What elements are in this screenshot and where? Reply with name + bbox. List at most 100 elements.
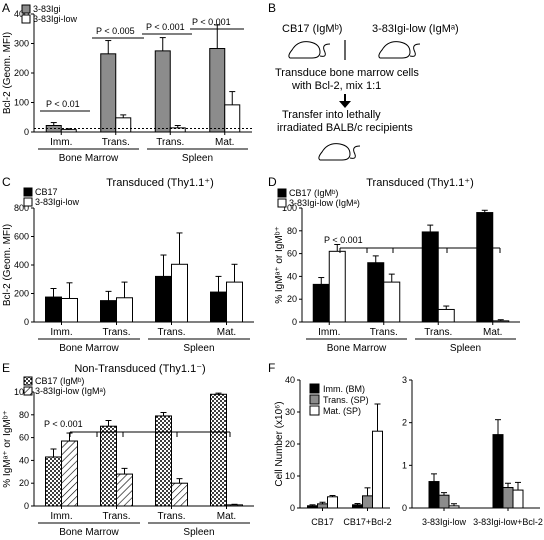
y-tick-label: 800 — [14, 203, 29, 213]
bar — [45, 456, 62, 507]
bar — [115, 117, 132, 133]
bar — [476, 212, 494, 323]
x-tick-label: Imm. — [50, 137, 72, 148]
chart-title: Transduced (Thy1.1⁺) — [366, 177, 474, 189]
bar — [312, 283, 330, 323]
group-label: Bone Marrow — [59, 527, 119, 538]
pvalue-label: P < 0.001 — [44, 419, 83, 429]
legend-swatch — [277, 188, 287, 198]
x-tick-label: Trans. — [158, 327, 186, 338]
y-tick-label: 200 — [14, 289, 29, 299]
y-tick-label: 60 — [19, 433, 29, 443]
y-tick-label: 0 — [292, 317, 297, 327]
y-tick-label: 400 — [14, 9, 29, 19]
x-tick-label: Imm. — [50, 511, 72, 522]
panel-a-pvalues: P < 0.01 P < 0.005 P < 0.001 P < 0.001 — [46, 17, 231, 109]
x-tick-label: Mat. — [483, 327, 502, 338]
chart-panel-e: 0 20 40 60 80 100 % IgMᵃ⁺ or IgMᵇ⁺ Imm. Trans. Tr… — [2, 363, 254, 538]
bar — [512, 489, 524, 509]
bar — [226, 281, 243, 323]
legend-label: 3-83Igi-low — [33, 14, 78, 24]
y-tick-label: 3 — [402, 375, 407, 385]
y-tick-label: 100 — [14, 98, 29, 108]
pvalue-label: P < 0.001 — [146, 22, 185, 32]
y-tick-label: 30 — [285, 407, 295, 417]
bar — [210, 393, 227, 507]
pvalue-label: P < 0.001 — [324, 235, 363, 245]
x-tick-label: Trans. — [158, 511, 186, 522]
legend-label: CB17 (IgMᵇ) — [35, 376, 84, 386]
transduce-step: Transduce bone marrow cells — [275, 67, 419, 79]
y-axis-label: % IgMᵃ⁺ or IgMᵇ⁺ — [274, 226, 285, 304]
legend-label: Imm. (BM) — [323, 384, 365, 394]
panel-letter-c: C — [2, 175, 11, 189]
legend-swatch — [23, 197, 33, 207]
y-tick-label: 0 — [24, 317, 29, 327]
x-tick-label: CB17 — [311, 517, 334, 527]
y-tick-label: 400 — [14, 260, 29, 270]
group-label: Spleen — [450, 343, 481, 354]
y-tick-label: 80 — [287, 226, 297, 236]
legend-swatch — [23, 187, 33, 197]
legend-swatch — [309, 405, 320, 416]
legend-swatch — [23, 376, 33, 386]
chart-panel-c: 0 200 400 600 800 Bcl-2 (Geom. MFI) Imm. Trans.… — [2, 177, 254, 354]
group-label: Bone Marrow — [59, 343, 119, 354]
bar — [116, 297, 133, 323]
mouse-cb17-label: CB17 (IgMᵇ) — [282, 23, 342, 35]
x-tick-label: Trans. — [103, 511, 131, 522]
legend-swatch — [309, 394, 320, 405]
legend-label: 3-83Igi-low (IgMᵃ) — [35, 386, 106, 396]
x-tick-label: Trans. — [103, 327, 131, 338]
bar — [171, 263, 188, 323]
transfer-step: Transfer into lethally — [282, 109, 381, 121]
panel-letter-a: A — [2, 1, 10, 15]
bar — [428, 481, 440, 509]
group-label: Spleen — [182, 153, 213, 164]
y-tick-label: 40 — [287, 271, 297, 281]
bar — [61, 440, 78, 507]
x-tick-label: Imm. — [50, 327, 72, 338]
y-tick-label: 300 — [14, 39, 29, 49]
legend-label: Mat. (SP) — [323, 406, 361, 416]
x-tick-label: Trans. — [102, 137, 130, 148]
chart-panel-a: 0 100 200 300 400 Bcl-2 (Geom. MFI) Imm. Trans.… — [2, 4, 252, 164]
y-tick-label: 100 — [282, 203, 297, 213]
legend-swatch — [309, 383, 320, 394]
group-label: Bone Marrow — [59, 153, 119, 164]
y-tick-label: 20 — [19, 478, 29, 488]
bar — [492, 320, 510, 323]
legend-swatch — [277, 198, 287, 208]
pvalue-label: P < 0.01 — [46, 99, 80, 109]
legend-label: CB17 (IgMᵇ) — [289, 188, 338, 198]
x-tick-label: Mat. — [217, 511, 236, 522]
bar — [352, 504, 363, 509]
panel-letter-b: B — [268, 1, 276, 15]
bar — [367, 262, 385, 323]
chart-title: Non-Transduced (Thy1.1⁻) — [74, 363, 205, 375]
bar — [116, 473, 133, 507]
arrow-down-icon — [339, 101, 351, 108]
bar — [328, 250, 346, 323]
y-tick-label: 20 — [287, 294, 297, 304]
bar — [372, 430, 383, 509]
legend-label: 3-83Igi-low (IgMᵃ) — [289, 198, 360, 208]
transfer-step: irradiated BALB/c recipients — [277, 122, 413, 134]
x-tick-label: 3-83Igi-low — [422, 517, 467, 527]
y-axis-label: % IgMᵃ⁺ or IgMᵇ⁺ — [2, 410, 13, 488]
bar — [492, 434, 504, 509]
y-axis-label: Bcl-2 (Geom. MFI) — [2, 32, 13, 114]
y-tick-label: 0 — [24, 501, 29, 511]
x-tick-label: Trans. — [156, 137, 184, 148]
y-tick-label: 0 — [24, 127, 29, 137]
legend-label: Trans. (SP) — [323, 395, 369, 405]
y-tick-label: 0 — [402, 503, 407, 513]
bar — [210, 291, 227, 323]
chart-panel-d: 0 20 40 60 80 100 % IgMᵃ⁺ or IgMᵇ⁺ Imm. Trans. Tr… — [274, 177, 520, 354]
x-tick-label: Mat. — [215, 137, 234, 148]
mouse-igi-low-label: 3-83Igi-low (IgMᵃ) — [372, 23, 459, 35]
y-tick-label: 100 — [14, 387, 29, 397]
bar — [437, 308, 455, 323]
bar — [155, 275, 172, 323]
